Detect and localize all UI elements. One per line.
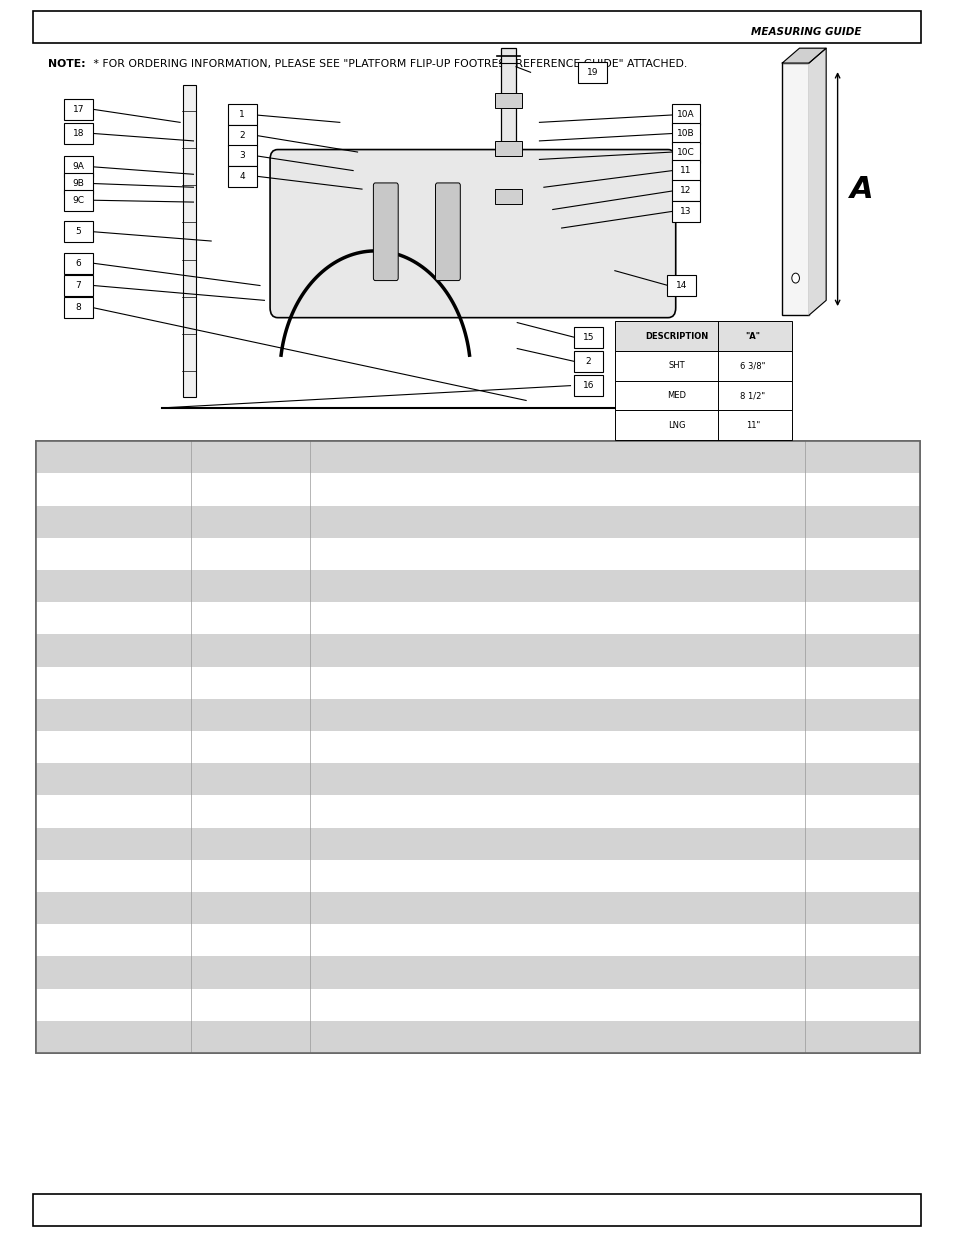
Text: 16: 16 xyxy=(582,381,594,391)
Bar xyxy=(671,142,700,163)
Bar xyxy=(228,166,256,187)
Bar xyxy=(64,173,92,194)
Text: MED: MED xyxy=(667,391,686,400)
Text: 10C: 10C xyxy=(677,147,694,157)
Text: 11": 11" xyxy=(745,420,760,430)
Bar xyxy=(36,730,919,764)
Bar xyxy=(36,634,919,666)
Text: 5: 5 xyxy=(75,227,81,236)
Bar xyxy=(64,190,92,210)
Text: 12: 12 xyxy=(679,187,691,195)
Text: 2: 2 xyxy=(239,131,245,140)
Text: NOTE:: NOTE: xyxy=(48,59,85,69)
Bar xyxy=(495,141,521,156)
Bar xyxy=(36,957,919,989)
Bar xyxy=(36,441,919,1053)
Text: 9C: 9C xyxy=(72,195,84,205)
Bar xyxy=(495,189,521,204)
Bar xyxy=(671,105,700,126)
Bar xyxy=(36,796,919,828)
Bar xyxy=(36,570,919,602)
Bar xyxy=(36,860,919,892)
Bar xyxy=(578,62,606,83)
Bar xyxy=(64,99,92,120)
Text: 2: 2 xyxy=(585,357,591,366)
Bar xyxy=(615,381,791,410)
Bar xyxy=(33,11,920,43)
Bar xyxy=(574,376,602,396)
Bar xyxy=(671,201,700,222)
Text: * FOR ORDERING INFORMATION, PLEASE SEE "PLATFORM FLIP-UP FOOTREST REFERENCE GUID: * FOR ORDERING INFORMATION, PLEASE SEE "… xyxy=(90,59,686,69)
Text: 8 1/2": 8 1/2" xyxy=(740,391,764,400)
Bar xyxy=(36,666,919,698)
Text: SHT: SHT xyxy=(668,361,684,371)
FancyBboxPatch shape xyxy=(373,183,397,281)
Text: 9A: 9A xyxy=(72,162,84,172)
Bar xyxy=(36,602,919,634)
Bar xyxy=(574,326,602,349)
FancyBboxPatch shape xyxy=(435,183,459,281)
Bar xyxy=(615,351,791,381)
Bar xyxy=(228,105,256,126)
Text: 10B: 10B xyxy=(677,129,694,138)
Text: "A": "A" xyxy=(744,331,760,341)
Text: 10A: 10A xyxy=(677,110,694,120)
Text: 17: 17 xyxy=(72,105,84,114)
Text: 6 3/8": 6 3/8" xyxy=(740,361,765,371)
Text: MEASURING GUIDE: MEASURING GUIDE xyxy=(750,27,861,37)
Bar xyxy=(228,146,256,167)
Bar xyxy=(36,441,919,473)
Text: 7: 7 xyxy=(75,281,81,290)
Bar xyxy=(671,180,700,201)
Text: 14: 14 xyxy=(675,281,686,290)
Text: LNG: LNG xyxy=(668,420,685,430)
Bar xyxy=(36,698,919,730)
Bar xyxy=(64,157,92,178)
Bar xyxy=(64,298,92,319)
Bar xyxy=(671,161,700,180)
Text: 15: 15 xyxy=(582,332,594,342)
Bar xyxy=(36,925,919,957)
Text: 19: 19 xyxy=(586,68,598,77)
Text: 11: 11 xyxy=(679,166,691,176)
Text: 13: 13 xyxy=(679,206,691,216)
Bar xyxy=(64,253,92,274)
Bar xyxy=(574,351,602,372)
Bar xyxy=(36,989,919,1021)
Text: 3: 3 xyxy=(239,151,245,161)
Text: DESCRIPTION: DESCRIPTION xyxy=(645,331,708,341)
Text: 9B: 9B xyxy=(72,179,84,188)
Text: A: A xyxy=(849,174,872,204)
Text: 1: 1 xyxy=(239,110,245,120)
Bar xyxy=(183,85,195,397)
Bar xyxy=(36,892,919,925)
Bar xyxy=(666,274,695,297)
Bar xyxy=(36,1021,919,1053)
Bar xyxy=(36,828,919,860)
Bar xyxy=(495,93,521,108)
Text: 6: 6 xyxy=(75,258,81,268)
Bar xyxy=(36,538,919,570)
Polygon shape xyxy=(808,48,825,315)
Polygon shape xyxy=(781,48,825,63)
Bar xyxy=(500,48,516,286)
Bar xyxy=(36,473,919,506)
FancyBboxPatch shape xyxy=(270,150,675,318)
Bar xyxy=(615,410,791,440)
Bar xyxy=(64,221,92,242)
Bar xyxy=(36,764,919,796)
Text: 4: 4 xyxy=(239,172,245,180)
Bar xyxy=(64,274,92,297)
Bar xyxy=(781,63,808,315)
Bar xyxy=(64,124,92,145)
Circle shape xyxy=(791,273,799,283)
Bar xyxy=(671,124,700,145)
Bar xyxy=(615,321,791,351)
Bar xyxy=(33,1194,920,1226)
Text: 18: 18 xyxy=(72,129,84,138)
Bar xyxy=(36,506,919,538)
Bar xyxy=(36,441,919,1053)
Text: 8: 8 xyxy=(75,303,81,313)
Bar xyxy=(228,125,256,146)
